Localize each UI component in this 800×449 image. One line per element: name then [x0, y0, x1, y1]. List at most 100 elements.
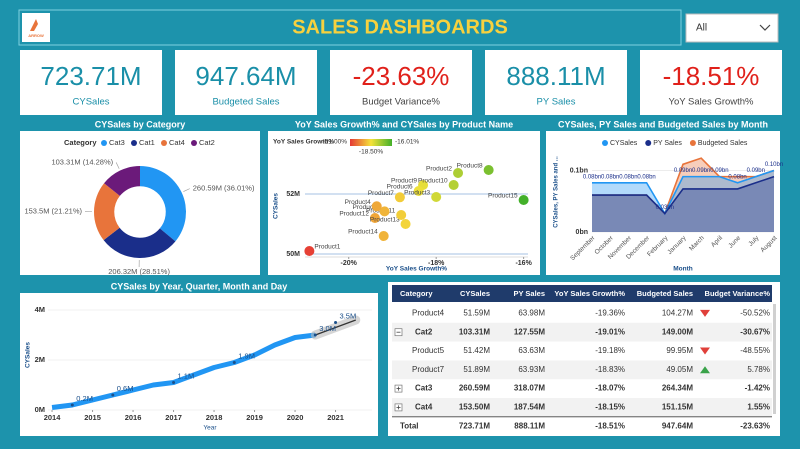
table-cell: 149.00M: [662, 327, 693, 336]
annotation-dot: [232, 361, 236, 364]
scatter-point: [518, 195, 529, 205]
table-cell: -19.36%: [595, 309, 625, 318]
area-line: [592, 175, 775, 215]
legend-dot: [602, 140, 608, 146]
table-cell: 63.98M: [518, 309, 545, 318]
table-cell: -1.42%: [745, 384, 770, 393]
column-header: Budgeted Sales: [637, 289, 693, 298]
table-cell: 127.55M: [514, 327, 545, 336]
column-header: PY Sales: [513, 289, 545, 298]
data-label: 0.08bn: [583, 174, 601, 180]
y-tick-label: 4M: [35, 305, 45, 314]
area-fill: [592, 176, 774, 232]
panel-title-bar: [268, 118, 540, 131]
area-fill: [592, 170, 774, 232]
annotation-label: 0.6M: [117, 384, 134, 393]
table-cell: Cat2: [415, 327, 433, 336]
data-label: 0.03bn: [656, 205, 674, 211]
scatter-point: [483, 165, 494, 175]
annotation-dot: [334, 321, 338, 324]
table-cell: -19.18%: [595, 346, 625, 355]
row-band: [392, 322, 772, 342]
point-label: Product9: [391, 178, 417, 185]
table-cell: 49.05M: [666, 365, 693, 374]
color-scale-bar: [350, 139, 392, 146]
table-cell: 260.59M: [459, 384, 490, 393]
legend-label: CYSales: [610, 140, 638, 147]
legend-title: Category: [64, 138, 97, 147]
x-tick-label: 2016: [125, 413, 142, 422]
sales-line: [51, 332, 316, 410]
table-cell: -18.07%: [595, 384, 625, 393]
scatter-point: [396, 210, 407, 220]
table-cell: -30.67%: [740, 327, 770, 336]
table-cell: 723.71M: [459, 421, 490, 430]
data-label: 0.09bn: [747, 168, 765, 174]
annotation-dot: [313, 333, 317, 337]
point-label: Product12: [339, 211, 369, 218]
scatter-point: [400, 219, 411, 229]
y-tick-label: 50M: [286, 251, 300, 258]
table-cell: 264.34M: [662, 384, 693, 393]
panel: [20, 280, 378, 436]
kpi-value: 723.71M: [40, 61, 141, 91]
annotation-dot: [111, 393, 115, 397]
y-axis-label: CYSales: [273, 193, 280, 219]
table-cell: 187.54M: [514, 403, 545, 412]
legend-dot: [645, 140, 652, 146]
point-label: Product15: [488, 193, 518, 200]
legend-label: Cat2: [199, 138, 215, 147]
slice-label: 153.5M (21.21%): [24, 207, 82, 216]
scatter-point: [448, 180, 459, 190]
panel-title-bar: [20, 280, 378, 293]
kpi-label: PY Sales: [537, 97, 576, 108]
leader-line: [115, 162, 120, 169]
y-tick-label: 0M: [35, 405, 45, 414]
column-header: Category: [400, 289, 433, 298]
legend-title: YoY Sales Growth%: [273, 139, 334, 146]
table-cell: Cat4: [415, 403, 433, 412]
point-label: Product6: [387, 184, 413, 191]
data-label: 0.08bn: [619, 174, 637, 180]
x-axis-label: Month: [673, 266, 693, 273]
table-cell: 63.63M: [518, 346, 545, 355]
kpi-card: [330, 50, 472, 115]
kpi-value: -18.51%: [663, 61, 760, 91]
scatter-point: [369, 213, 380, 223]
header-frame: [18, 9, 682, 46]
table-cell: -48.55%: [740, 346, 770, 355]
x-axis-label: Year: [203, 425, 217, 432]
data-label: 0.08bn: [728, 174, 746, 180]
color-scale-label: -16.01%: [395, 139, 419, 146]
panel: [546, 118, 780, 275]
table-cell: Product7: [412, 365, 445, 374]
legend-dot: [161, 140, 167, 146]
panel-title: CYSales by Year, Quarter, Month and Day: [111, 281, 287, 291]
indicator-up: [700, 366, 710, 374]
donut-slice: [94, 183, 120, 241]
table-cell: 104.27M: [662, 309, 693, 318]
kpi-card: [640, 50, 782, 115]
table-cell: -19.01%: [595, 327, 625, 336]
x-tick-label: 2019: [246, 413, 263, 422]
scatter-point: [394, 192, 405, 203]
legend-label: Cat4: [169, 138, 185, 147]
donut-slice: [103, 227, 176, 258]
x-tick-label: 2020: [287, 413, 304, 422]
scatter-point: [413, 186, 424, 196]
point-label: Product7: [368, 190, 394, 197]
panel-title: YoY Sales Growth% and CYSales by Product…: [295, 119, 513, 129]
y-tick-label: 0.1bn: [570, 167, 588, 174]
point-label: Product5: [353, 204, 379, 211]
scatter-point: [453, 168, 464, 178]
legend-dot: [101, 140, 107, 146]
table-header: [392, 285, 772, 302]
scatter-point: [371, 201, 382, 212]
logo-text: ARROW: [28, 33, 44, 38]
table-cell: Total: [400, 421, 419, 430]
legend-dot: [131, 140, 137, 146]
scatter-point: [378, 231, 389, 241]
kpi-value: 888.11M: [506, 61, 605, 91]
leader-line: [183, 188, 190, 192]
